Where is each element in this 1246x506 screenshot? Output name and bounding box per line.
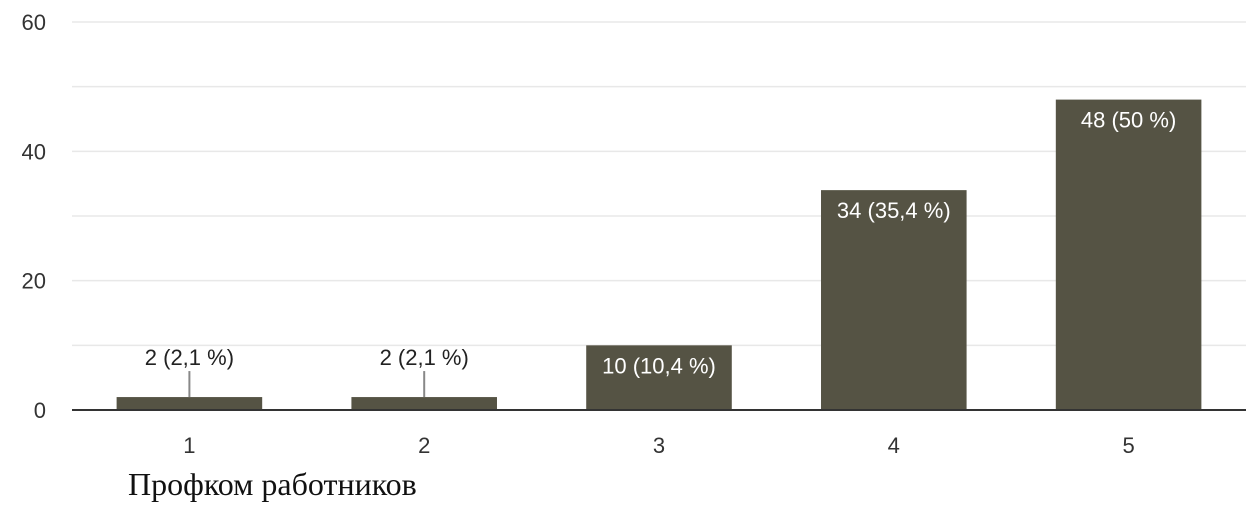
x-tick-label: 1 [183,433,195,458]
x-tick-label: 2 [418,433,430,458]
y-axis-ticks: 0 20 40 60 [22,10,46,423]
data-label: 48 (50 %) [1081,108,1176,133]
y-tick-label: 20 [22,269,46,294]
bar [1055,99,1202,410]
bar [586,345,732,410]
data-label: 34 (35,4 %) [837,198,951,223]
chart-caption: Профком работников [128,466,417,502]
data-label: 2 (2,1 %) [145,345,234,370]
data-label: 2 (2,1 %) [380,345,469,370]
bars: 2 (2,1 %) 2 (2,1 %) 10 (10,4 %) 34 (35,4 %)… [116,99,1202,410]
x-tick-label: 3 [653,433,665,458]
x-tick-label: 4 [888,433,900,458]
y-tick-label: 40 [22,139,46,164]
y-tick-label: 60 [22,10,46,35]
gridlines [72,21,1246,347]
bar [116,397,263,410]
bar-chart: 0 20 40 60 2 (2,1 %) 2 (2,1 %) 10 (10,4 %) 34 … [22,10,1246,458]
x-tick-label: 5 [1122,433,1134,458]
y-tick-label: 0 [34,398,46,423]
bar [351,397,497,410]
bar [821,190,967,410]
data-label: 10 (10,4 %) [602,353,716,378]
x-axis-ticks: 1 2 3 4 5 [72,409,1246,458]
